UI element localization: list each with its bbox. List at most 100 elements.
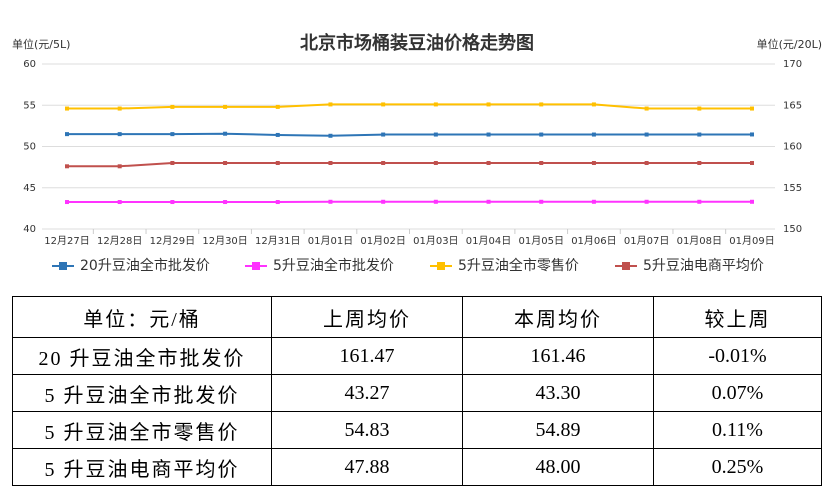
y-axis-label: 单位(元/5L) bbox=[12, 37, 70, 51]
point bbox=[591, 199, 596, 204]
cell: 5 升豆油电商平均价 bbox=[12, 448, 272, 486]
table-header: 单位：元/桶 上周均价 本周均价 较上周 bbox=[12, 296, 822, 338]
y2-tick-label: 165 bbox=[783, 100, 802, 111]
point bbox=[275, 104, 280, 109]
table-row: 5 升豆油电商平均价 47.88 48.00 0.25% bbox=[12, 448, 822, 486]
cell: 48.00 bbox=[462, 448, 654, 486]
point bbox=[117, 200, 122, 205]
point bbox=[591, 132, 596, 137]
point bbox=[644, 132, 649, 137]
point bbox=[275, 200, 280, 205]
price-table: 单位：元/桶 上周均价 本周均价 较上周 20 升豆油全市批发价 161.47 16… bbox=[12, 296, 822, 486]
point bbox=[170, 161, 175, 165]
x-tick-label: 01月08日 bbox=[677, 235, 722, 247]
legend-marker bbox=[622, 262, 630, 270]
series-line bbox=[67, 103, 752, 110]
cell: 0.11% bbox=[653, 411, 822, 449]
x-tick-label: 12月27日 bbox=[44, 235, 89, 247]
legend-marker bbox=[252, 262, 260, 270]
point bbox=[644, 161, 649, 165]
point bbox=[117, 132, 122, 137]
y-tick-label: 55 bbox=[23, 100, 36, 111]
point bbox=[65, 132, 69, 137]
y2-tick-label: 160 bbox=[783, 142, 802, 153]
cell: 43.27 bbox=[271, 374, 463, 412]
point bbox=[539, 102, 544, 107]
point bbox=[381, 161, 386, 165]
legend-label: 5升豆油电商平均价 bbox=[643, 258, 764, 274]
point bbox=[697, 106, 702, 111]
header-cell: 上周均价 bbox=[271, 296, 463, 338]
table-row: 5 升豆油全市零售价 54.83 54.89 0.11% bbox=[12, 411, 822, 449]
point bbox=[117, 106, 122, 111]
point bbox=[65, 200, 69, 205]
y2-axis-label: 单位(元/20L) bbox=[757, 37, 822, 51]
header-cell: 本周均价 bbox=[462, 296, 654, 338]
point bbox=[486, 161, 491, 165]
y-tick-label: 50 bbox=[23, 142, 36, 153]
point bbox=[433, 102, 438, 107]
x-tick-label: 01月02日 bbox=[360, 235, 405, 247]
x-tick-label: 12月29日 bbox=[150, 235, 195, 247]
series-line bbox=[67, 132, 753, 137]
x-tick-label: 01月07日 bbox=[624, 235, 669, 247]
point bbox=[644, 199, 649, 204]
point bbox=[170, 200, 175, 205]
cell: 43.30 bbox=[462, 374, 654, 412]
point bbox=[433, 161, 438, 165]
x-tick-label: 12月31日 bbox=[255, 235, 300, 247]
point bbox=[591, 102, 596, 107]
point bbox=[697, 132, 702, 137]
point bbox=[486, 102, 491, 107]
point bbox=[591, 161, 596, 165]
table-row: 5 升豆油全市批发价 43.27 43.30 0.07% bbox=[12, 374, 822, 412]
table-row: 20 升豆油全市批发价 161.47 161.46 -0.01% bbox=[12, 337, 822, 375]
point bbox=[750, 106, 754, 111]
cell: 54.83 bbox=[271, 411, 463, 449]
legend-label: 5升豆油全市批发价 bbox=[273, 257, 394, 274]
cell: 5 升豆油全市批发价 bbox=[12, 374, 272, 412]
point bbox=[486, 199, 491, 204]
header-cell: 单位：元/桶 bbox=[12, 296, 272, 338]
legend-marker bbox=[59, 262, 67, 270]
x-tick-label: 01月06日 bbox=[571, 235, 616, 247]
series-line bbox=[67, 162, 752, 168]
point bbox=[117, 164, 122, 169]
legend-marker bbox=[437, 262, 445, 270]
point bbox=[223, 161, 228, 165]
chart-title: 北京市场桶装豆油价格走势图 bbox=[300, 32, 534, 54]
cell: 5 升豆油全市零售价 bbox=[12, 411, 272, 449]
point bbox=[539, 199, 544, 204]
legend-label: 20升豆油全市批发价 bbox=[80, 257, 210, 274]
cell: 54.89 bbox=[462, 411, 654, 449]
y-tick-label: 60 bbox=[23, 59, 36, 70]
cell: 161.46 bbox=[462, 337, 654, 375]
point bbox=[381, 132, 386, 137]
point bbox=[539, 161, 544, 165]
x-tick-label: 01月04日 bbox=[466, 235, 511, 247]
x-tick-label: 01月03日 bbox=[413, 235, 458, 247]
point bbox=[65, 106, 69, 111]
point bbox=[170, 132, 175, 137]
cell: 0.25% bbox=[653, 448, 822, 486]
point bbox=[486, 132, 491, 137]
point bbox=[697, 199, 702, 204]
point bbox=[170, 104, 175, 109]
y-tick-label: 40 bbox=[23, 224, 36, 235]
point bbox=[644, 106, 649, 111]
cell: -0.01% bbox=[653, 337, 822, 375]
point bbox=[275, 132, 280, 137]
point bbox=[381, 199, 386, 204]
point bbox=[223, 104, 228, 109]
point bbox=[433, 199, 438, 204]
chart: 北京市场桶装豆油价格走势图 单位(元/5L) 单位(元/20L) 40 45 50 5… bbox=[12, 32, 822, 274]
legend-label: 5升豆油全市零售价 bbox=[458, 257, 579, 274]
point bbox=[328, 102, 333, 107]
header-cell: 较上周 bbox=[653, 296, 822, 338]
cell: 0.07% bbox=[653, 374, 822, 412]
cell: 47.88 bbox=[271, 448, 463, 486]
y-tick-label: 45 bbox=[23, 183, 36, 194]
point bbox=[328, 199, 333, 204]
point bbox=[433, 132, 438, 137]
